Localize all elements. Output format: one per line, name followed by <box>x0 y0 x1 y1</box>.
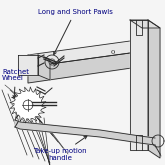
Polygon shape <box>10 87 46 123</box>
Polygon shape <box>18 55 38 75</box>
Polygon shape <box>148 20 160 158</box>
Text: Take-up motion
handle: Take-up motion handle <box>33 136 87 162</box>
Polygon shape <box>28 50 152 83</box>
Polygon shape <box>15 120 155 145</box>
Text: Ratchet
Wheel: Ratchet Wheel <box>2 68 29 98</box>
Text: o: o <box>111 48 115 56</box>
Polygon shape <box>28 38 152 67</box>
Polygon shape <box>38 55 50 80</box>
Text: Long and Short Pawls: Long and Short Pawls <box>38 9 112 55</box>
Polygon shape <box>130 20 148 150</box>
Polygon shape <box>130 20 160 28</box>
